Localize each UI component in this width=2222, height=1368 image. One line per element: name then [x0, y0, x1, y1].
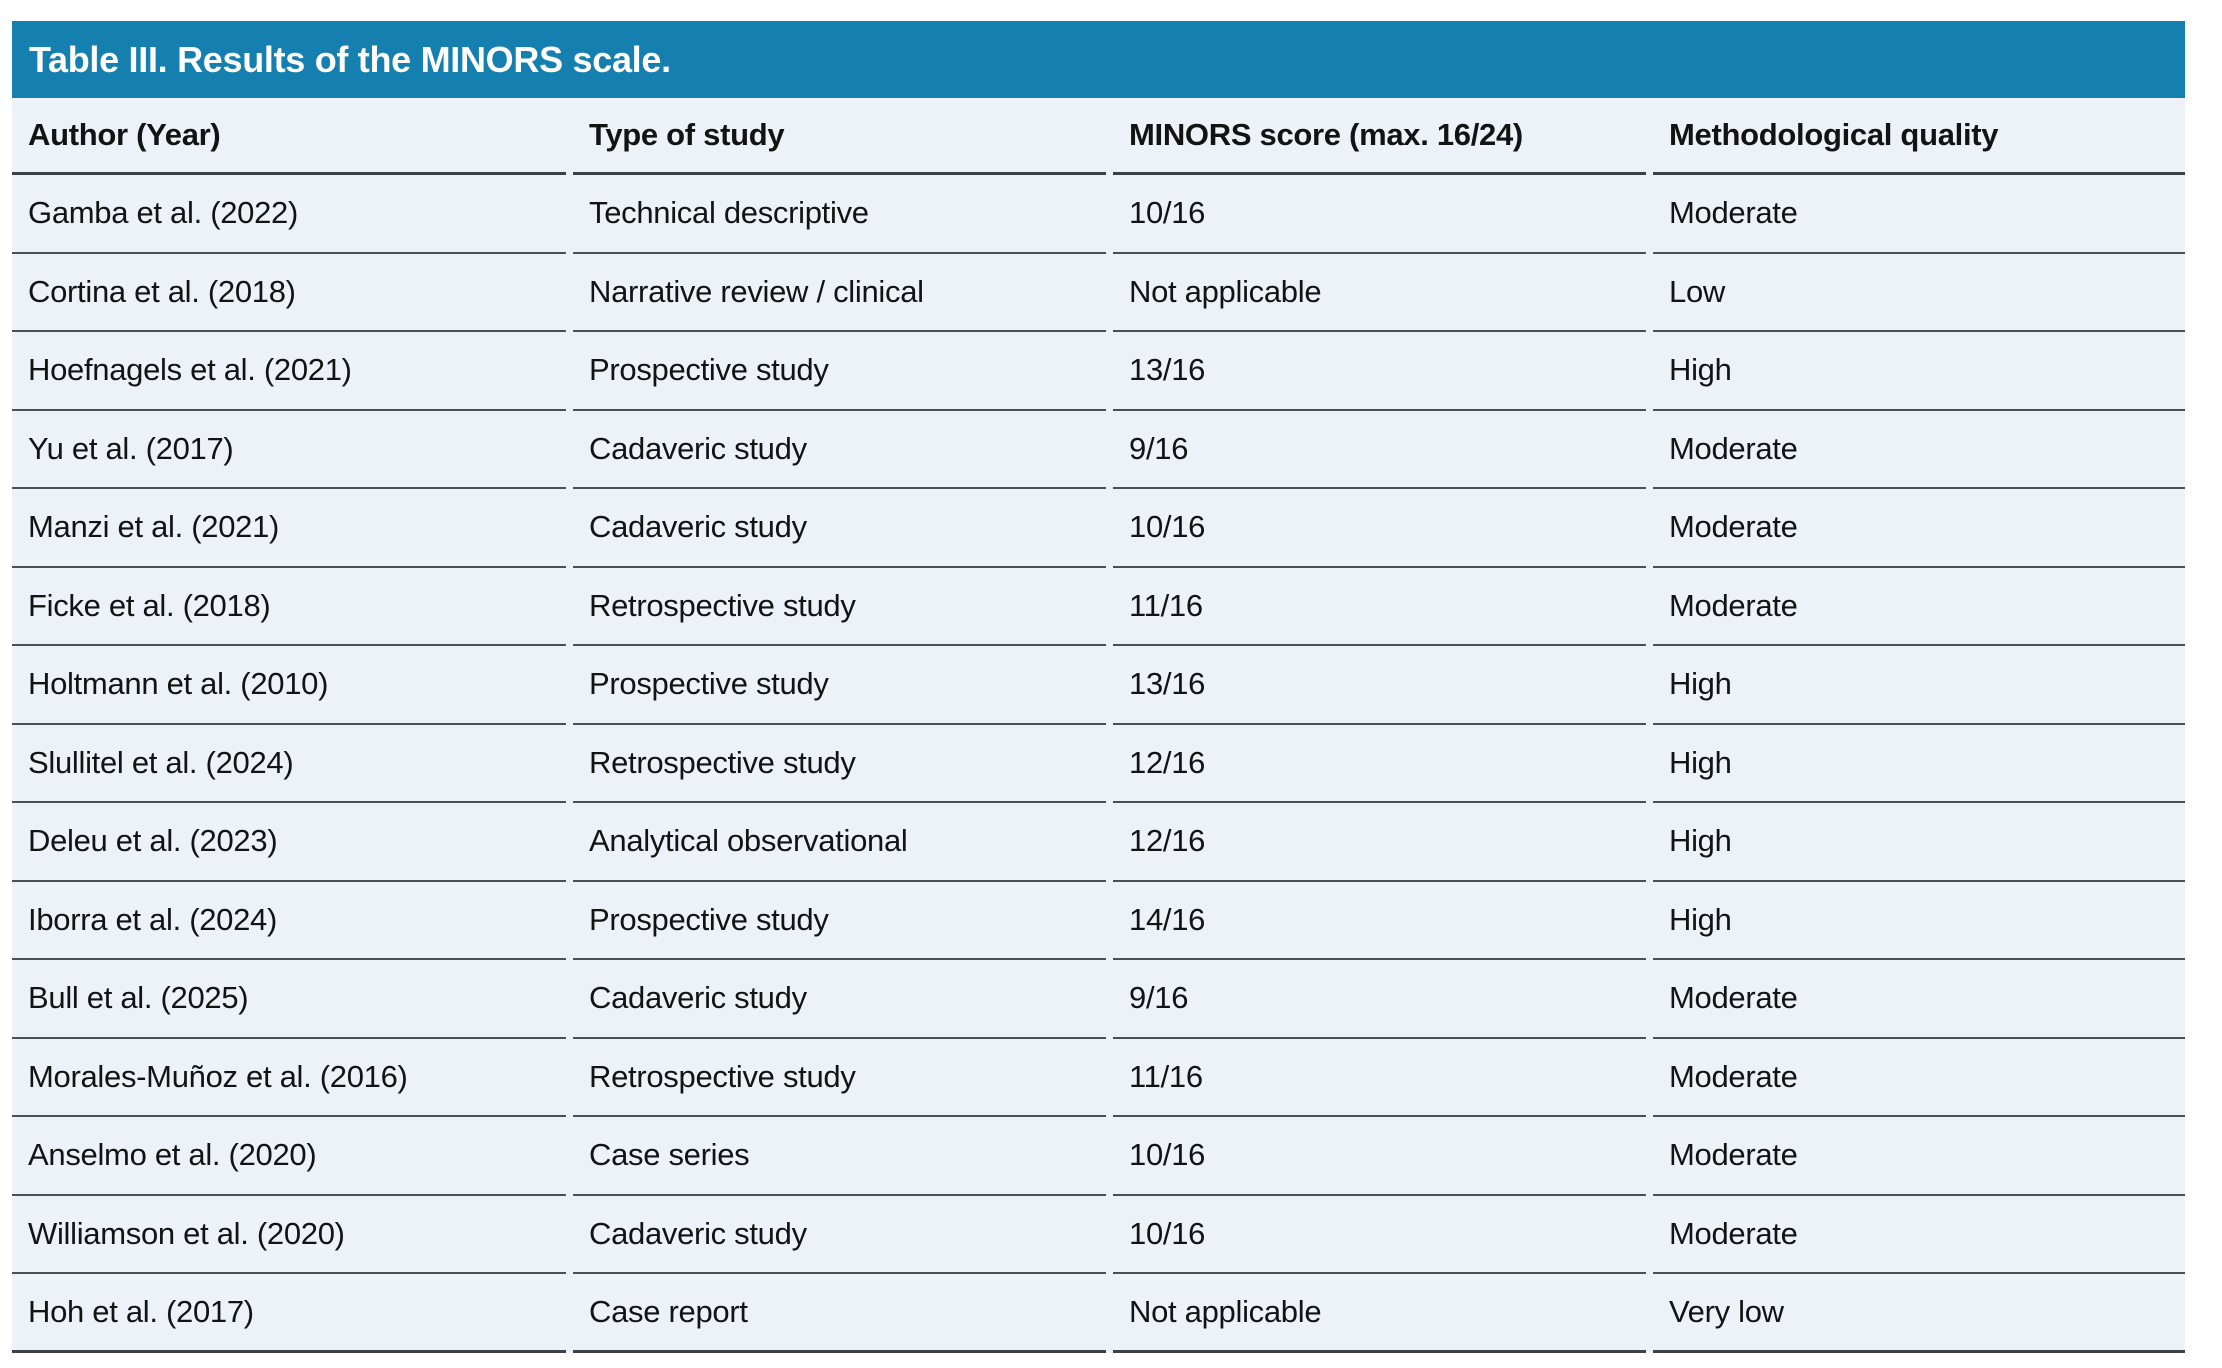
cell-score: 13/16: [1113, 332, 1646, 411]
cell-type: Retrospective study: [573, 568, 1106, 646]
cell-author: Iborra et al. (2024): [12, 882, 566, 960]
cell-type: Case series: [573, 1117, 1106, 1196]
table-row: Gamba et al. (2022) Technical descriptiv…: [12, 175, 2185, 254]
cell-quality: Moderate: [1653, 960, 2185, 1039]
cell-author: Hoefnagels et al. (2021): [12, 332, 566, 411]
cell-quality: Moderate: [1653, 568, 2185, 646]
cell-score: Not applicable: [1113, 1274, 1646, 1353]
table-row: Manzi et al. (2021) Cadaveric study 10/1…: [12, 489, 2185, 568]
table-row: Bull et al. (2025) Cadaveric study 9/16 …: [12, 960, 2185, 1039]
cell-quality: High: [1653, 725, 2185, 803]
cell-author: Morales-Muñoz et al. (2016): [12, 1039, 566, 1117]
cell-score: 11/16: [1113, 568, 1646, 646]
cell-score: 14/16: [1113, 882, 1646, 960]
cell-score: 11/16: [1113, 1039, 1646, 1117]
table-row: Hoh et al. (2017) Case report Not applic…: [12, 1274, 2185, 1353]
cell-score: 10/16: [1113, 489, 1646, 568]
column-header-quality: Methodological quality: [1653, 98, 2185, 175]
cell-type: Narrative review / clinical: [573, 254, 1106, 332]
table-row: Ficke et al. (2018) Retrospective study …: [12, 567, 2185, 646]
cell-type: Analytical observational: [573, 803, 1106, 882]
cell-type: Retrospective study: [573, 725, 1106, 803]
cell-score: 10/16: [1113, 1117, 1646, 1196]
cell-author: Hoh et al. (2017): [12, 1274, 566, 1353]
cell-score: 12/16: [1113, 803, 1646, 882]
cell-quality: High: [1653, 332, 2185, 411]
column-header-score: MINORS score (max. 16/24): [1113, 98, 1646, 175]
cell-quality: Very low: [1653, 1274, 2185, 1353]
cell-type: Prospective study: [573, 332, 1106, 411]
cell-score: 10/16: [1113, 1196, 1646, 1274]
table-row: Holtmann et al. (2010) Prospective study…: [12, 646, 2185, 725]
cell-type: Prospective study: [573, 646, 1106, 725]
cell-quality: Moderate: [1653, 1039, 2185, 1117]
cell-author: Holtmann et al. (2010): [12, 646, 566, 725]
cell-type: Cadaveric study: [573, 960, 1106, 1039]
table-row: Williamson et al. (2020) Cadaveric study…: [12, 1195, 2185, 1274]
table-row: Morales-Muñoz et al. (2016) Retrospectiv…: [12, 1038, 2185, 1117]
minors-table: Table III. Results of the MINORS scale. …: [12, 21, 2185, 1353]
cell-author: Gamba et al. (2022): [12, 175, 566, 254]
cell-score: 9/16: [1113, 960, 1646, 1039]
table-title-bar: Table III. Results of the MINORS scale.: [12, 21, 2185, 98]
cell-quality: High: [1653, 882, 2185, 960]
cell-score: 9/16: [1113, 411, 1646, 489]
cell-author: Manzi et al. (2021): [12, 489, 566, 568]
table-row: Hoefnagels et al. (2021) Prospective stu…: [12, 332, 2185, 411]
cell-author: Slullitel et al. (2024): [12, 725, 566, 803]
cell-author: Cortina et al. (2018): [12, 254, 566, 332]
table-row: Anselmo et al. (2020) Case series 10/16 …: [12, 1117, 2185, 1196]
cell-author: Bull et al. (2025): [12, 960, 566, 1039]
table-row: Cortina et al. (2018) Narrative review /…: [12, 253, 2185, 332]
cell-quality: High: [1653, 646, 2185, 725]
cell-author: Williamson et al. (2020): [12, 1196, 566, 1274]
column-header-author: Author (Year): [12, 98, 566, 175]
cell-type: Cadaveric study: [573, 1196, 1106, 1274]
table-row: Slullitel et al. (2024) Retrospective st…: [12, 724, 2185, 803]
cell-type: Case report: [573, 1274, 1106, 1353]
cell-quality: Low: [1653, 254, 2185, 332]
cell-score: 10/16: [1113, 175, 1646, 254]
cell-quality: Moderate: [1653, 411, 2185, 489]
cell-type: Cadaveric study: [573, 489, 1106, 568]
cell-quality: Moderate: [1653, 1117, 2185, 1196]
cell-author: Ficke et al. (2018): [12, 568, 566, 646]
cell-quality: Moderate: [1653, 489, 2185, 568]
cell-author: Deleu et al. (2023): [12, 803, 566, 882]
table-row: Iborra et al. (2024) Prospective study 1…: [12, 881, 2185, 960]
cell-score: 12/16: [1113, 725, 1646, 803]
table-header-row: Author (Year) Type of study MINORS score…: [12, 98, 2185, 175]
column-header-type: Type of study: [573, 98, 1106, 175]
cell-type: Cadaveric study: [573, 411, 1106, 489]
cell-author: Anselmo et al. (2020): [12, 1117, 566, 1196]
cell-type: Technical descriptive: [573, 175, 1106, 254]
table-title: Table III. Results of the MINORS scale.: [29, 38, 671, 80]
cell-type: Retrospective study: [573, 1039, 1106, 1117]
cell-quality: High: [1653, 803, 2185, 882]
table-row: Yu et al. (2017) Cadaveric study 9/16 Mo…: [12, 410, 2185, 489]
cell-quality: Moderate: [1653, 175, 2185, 254]
cell-author: Yu et al. (2017): [12, 411, 566, 489]
cell-score: 13/16: [1113, 646, 1646, 725]
cell-quality: Moderate: [1653, 1196, 2185, 1274]
cell-score: Not applicable: [1113, 254, 1646, 332]
cell-type: Prospective study: [573, 882, 1106, 960]
table-row: Deleu et al. (2023) Analytical observati…: [12, 803, 2185, 882]
